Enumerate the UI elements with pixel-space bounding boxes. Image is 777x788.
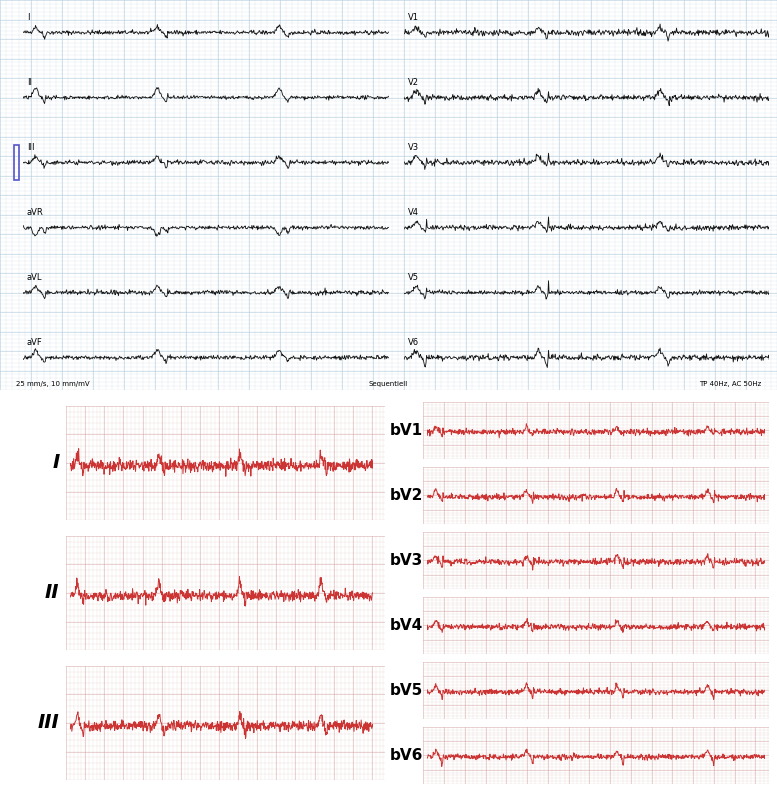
Text: bV5: bV5	[389, 683, 423, 698]
Bar	[13, 145, 19, 180]
Text: V3: V3	[408, 143, 419, 151]
Text: III: III	[27, 143, 34, 151]
Text: bV2: bV2	[389, 488, 423, 503]
Text: V4: V4	[408, 207, 419, 217]
Text: 25 mm/s, 10 mm/mV: 25 mm/s, 10 mm/mV	[16, 381, 89, 387]
Text: bV6: bV6	[389, 748, 423, 763]
Text: II: II	[45, 583, 59, 603]
Text: Sequentiell: Sequentiell	[369, 381, 408, 387]
Text: aVL: aVL	[27, 273, 43, 281]
Text: V2: V2	[408, 77, 419, 87]
Text: TP 40Hz, AC 50Hz: TP 40Hz, AC 50Hz	[699, 381, 761, 387]
Text: I: I	[52, 453, 59, 473]
Text: bV1: bV1	[389, 423, 423, 438]
Text: aVR: aVR	[27, 207, 44, 217]
Text: V1: V1	[408, 13, 419, 21]
Text: bV4: bV4	[389, 618, 423, 633]
Text: III: III	[38, 713, 59, 733]
Text: aVF: aVF	[27, 337, 43, 347]
Text: I: I	[27, 13, 30, 21]
Text: V6: V6	[408, 337, 419, 347]
Text: V5: V5	[408, 273, 419, 281]
Text: bV3: bV3	[389, 553, 423, 568]
Text: II: II	[27, 77, 32, 87]
